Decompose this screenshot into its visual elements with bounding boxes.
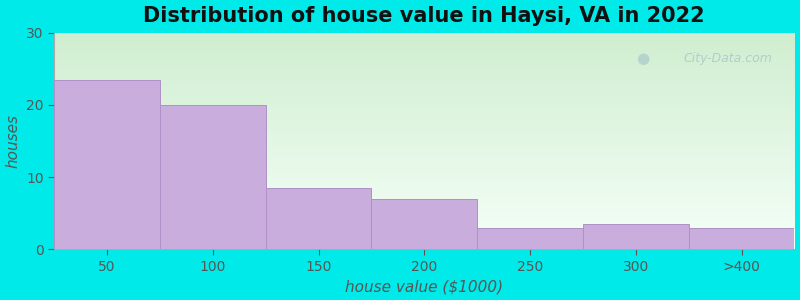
Bar (689, 228, 794, 250)
X-axis label: house value ($1000): house value ($1000) (346, 279, 503, 294)
Bar (477, 228, 583, 250)
Title: Distribution of house value in Haysi, VA in 2022: Distribution of house value in Haysi, VA… (143, 6, 705, 26)
Text: City-Data.com: City-Data.com (683, 52, 772, 65)
Bar (266, 188, 371, 250)
Bar (371, 199, 477, 250)
Text: ●: ● (636, 51, 650, 66)
Bar (583, 224, 689, 250)
Bar (54, 80, 160, 250)
Bar (160, 105, 266, 250)
Y-axis label: houses: houses (6, 114, 21, 168)
